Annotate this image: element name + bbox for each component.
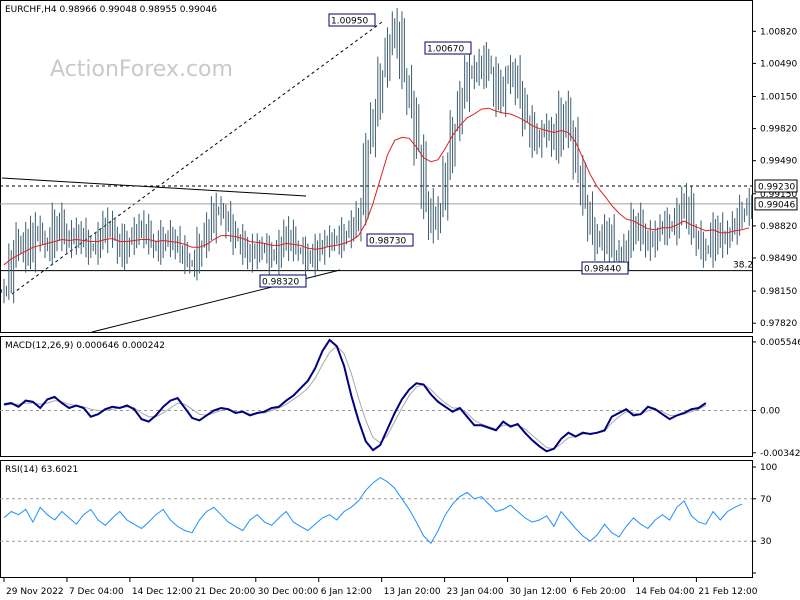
- price-layer: 1.00820 1.00490 1.00150 0.99820 0.99490 0.991…: [0, 7, 798, 333]
- current-price-box: [754, 197, 798, 211]
- price-panel-border: [0, 0, 753, 333]
- x-tick-label: 14 Feb 04:00: [635, 587, 694, 597]
- macd-y-tick-label: 0.00: [760, 406, 780, 416]
- price-y-tick-label: 1.00150: [760, 92, 797, 102]
- price-y-tick-label: 0.97820: [760, 319, 797, 329]
- x-tick-label: 7 Dec 04:00: [69, 587, 124, 597]
- macd-panel-border: [0, 336, 753, 457]
- trendline-upper: [1, 177, 307, 197]
- price-y-tick-label: 0.99820: [760, 125, 797, 135]
- level-price-box: [754, 179, 798, 193]
- rsi-y-tick-label: 30: [760, 537, 772, 547]
- price-annotation-label: 1.00670: [427, 45, 464, 55]
- price-y-tick-label: 0.99490: [760, 157, 797, 167]
- price-annotation-box: [328, 13, 376, 27]
- x-tick-label: 6 Jan 12:00: [321, 587, 373, 597]
- x-tick-label: 21 Feb 12:00: [698, 587, 757, 597]
- rsi-y-tick-label: 100: [760, 463, 777, 473]
- price-annotation-label: 1.00950: [331, 17, 368, 27]
- price-annotation-label: 0.98730: [369, 237, 406, 247]
- price-y-tick-label: 0.98490: [760, 254, 797, 264]
- price-annotation-box: [424, 41, 472, 55]
- current-price-label: 0.99046: [758, 200, 795, 210]
- price-y-tick-label: 0.98150: [760, 287, 797, 297]
- macd-line: [3, 338, 707, 453]
- macd-y-tick-label: -0.003423: [760, 449, 800, 459]
- price-panel-title: EURCHF,H4 0.98966 0.99048 0.98955 0.9904…: [5, 5, 217, 15]
- macd-layer: 0.005546 0.00 -0.003423: [0, 338, 800, 459]
- rsi-panel-title: RSI(14) 63.6021: [5, 465, 78, 475]
- rsi-line: [3, 477, 743, 545]
- price-annotation-box: [581, 261, 629, 275]
- level-price-label: 0.99230: [758, 183, 795, 193]
- x-axis: 29 Nov 2022 7 Dec 04:00 14 Dec 12:00 21 Dec…: [3, 578, 758, 597]
- x-tick-label: 6 Feb 20:00: [573, 587, 627, 597]
- rsi-panel-border: [0, 460, 753, 578]
- moving-average-line: [3, 107, 750, 266]
- price-y-tick-label: 1.00490: [760, 59, 797, 69]
- x-tick-label: 30 Jan 12:00: [510, 587, 567, 597]
- price-y-tick-label: 0.98820: [760, 222, 797, 232]
- rsi-y-tick-label: 70: [760, 495, 772, 505]
- x-tick-label: 21 Dec 20:00: [195, 587, 256, 597]
- price-annotation-label: 0.98440: [584, 265, 621, 275]
- x-tick-label: 29 Nov 2022: [6, 587, 64, 597]
- fib-level-label: 38.2: [733, 261, 753, 271]
- x-tick-label: 23 Jan 04:00: [447, 587, 504, 597]
- x-tick-label: 30 Dec 00:00: [258, 587, 319, 597]
- watermark: ActionForex.com: [50, 57, 233, 82]
- price-y-tick-label: 0.99150: [760, 190, 797, 200]
- price-annotation-box: [259, 274, 307, 288]
- macd-y-tick-label: 0.005546: [760, 338, 800, 348]
- price-y-tick-label: 1.00820: [760, 27, 797, 37]
- macd-panel-title: MACD(12,26,9) 0.000646 0.000242: [5, 341, 165, 351]
- x-tick-label: 13 Jan 20:00: [384, 587, 441, 597]
- trendline-dashed: [11, 21, 383, 295]
- price-annotation-box: [366, 233, 414, 247]
- x-tick-label: 14 Dec 12:00: [132, 587, 193, 597]
- price-annotation-label: 0.98320: [262, 278, 299, 288]
- rsi-layer: 100 70 30: [0, 463, 777, 574]
